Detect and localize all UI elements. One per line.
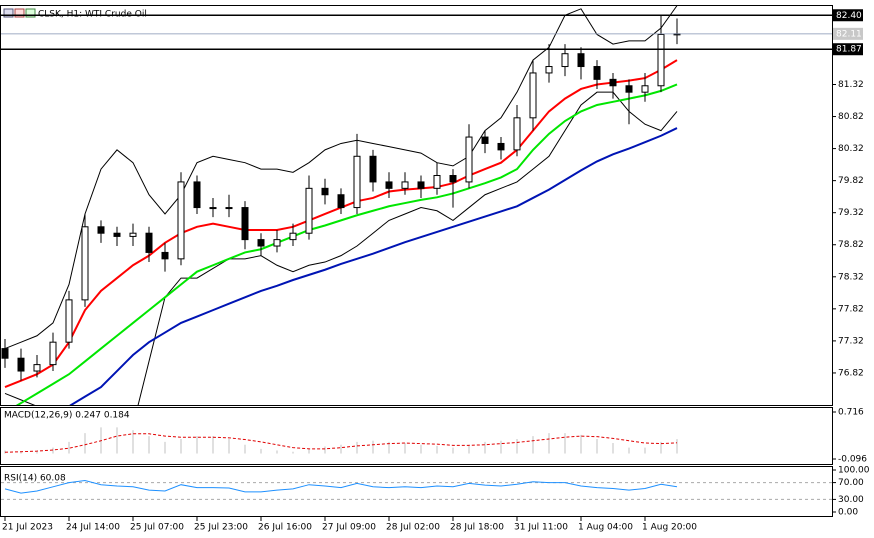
candle-body (641, 85, 649, 93)
candle-body (497, 142, 505, 151)
candle-body (545, 66, 553, 74)
candle-body (289, 232, 297, 241)
candle-body (369, 155, 377, 183)
candle-body (657, 33, 665, 87)
x-tick-label: 1 Aug 20:00 (642, 523, 697, 533)
candle-body (129, 232, 137, 237)
rsi-tick-label: 70.00 (838, 478, 864, 488)
x-tick-label: 31 Jul 11:00 (514, 523, 568, 533)
candle-body (113, 232, 121, 237)
candle-body (321, 187, 329, 196)
candle-body (81, 226, 89, 301)
main-panel (0, 5, 833, 406)
y-tick-label: 78.32 (838, 272, 864, 282)
ma-line (15, 83, 678, 405)
rsi-tick-label: 30.00 (838, 495, 864, 505)
candle-body (241, 207, 249, 241)
x-tick-label: 25 Jul 07:00 (130, 523, 184, 533)
candle-body (65, 299, 73, 343)
candle-body (561, 53, 569, 68)
candle-body (145, 232, 153, 253)
ma-line (69, 127, 678, 405)
level-label-bg (833, 43, 863, 56)
candle-body (1, 348, 9, 359)
y-tick-label: 79.82 (838, 176, 864, 186)
rsi-tick-label: 100.00 (838, 466, 870, 476)
candle-body (49, 341, 57, 366)
y-tick-label: 78.82 (838, 240, 864, 250)
candle-body (273, 239, 281, 247)
level-label: 81.87 (836, 45, 862, 55)
chart-title: CLSK, H1: WTI Crude Oil (38, 10, 147, 20)
x-tick-label: 26 Jul 16:00 (258, 523, 312, 533)
y-tick-label: 80.32 (838, 144, 864, 154)
candle-body (161, 251, 169, 260)
candle-body (465, 136, 473, 183)
price-plot (1, 5, 681, 405)
macd-panel (0, 407, 833, 465)
current-price-label: 82.11 (836, 29, 862, 39)
current-price-bg (833, 27, 863, 40)
candle-body (305, 187, 313, 234)
candle-body (529, 72, 537, 119)
x-tick-label: 21 Jul 2023 (2, 523, 53, 533)
x-tick-label: 28 Jul 18:00 (450, 523, 504, 533)
candle-body (97, 226, 105, 234)
y-tick-label: 79.32 (838, 208, 864, 218)
y-tick-label: 76.82 (838, 368, 864, 378)
candle-body (209, 207, 217, 210)
rsi-tick-label: 0.00 (838, 508, 858, 518)
y-tick-label: 77.82 (838, 304, 864, 314)
candle-body (513, 117, 521, 151)
level-label-bg (833, 9, 863, 22)
candle-body (17, 357, 25, 372)
x-tick-label: 27 Jul 09:00 (322, 523, 376, 533)
candle-body (481, 136, 489, 144)
candle-body (625, 85, 633, 93)
candle-body (225, 207, 233, 210)
candle-body (609, 78, 617, 87)
rsi-line (4, 479, 678, 494)
macd-tick-label: 0.716 (838, 408, 864, 418)
x-tick-label: 28 Jul 02:00 (386, 523, 440, 533)
macd-tick-label: -0.096 (838, 455, 867, 465)
macd-label: MACD(12,26,9) 0.247 0.184 (4, 411, 130, 421)
candle-body (33, 364, 41, 372)
y-tick-label: 80.82 (838, 112, 864, 122)
candle-body (257, 239, 265, 247)
x-tick-label: 1 Aug 04:00 (578, 523, 633, 533)
candle-body (577, 53, 585, 68)
window-icons (3, 8, 36, 18)
candle-body (449, 175, 457, 183)
candle-body (337, 194, 345, 209)
candle-body (417, 181, 425, 189)
candle-body (433, 175, 441, 189)
candle-body (177, 181, 185, 260)
x-tick-label: 25 Jul 23:00 (194, 523, 248, 533)
candle-body (193, 181, 201, 209)
candle-body (401, 181, 409, 189)
x-tick-label: 24 Jul 14:00 (66, 523, 120, 533)
y-tick-label: 81.32 (838, 80, 864, 90)
y-tick-label: 77.32 (838, 336, 864, 346)
band-line (4, 91, 678, 405)
rsi-panel (0, 466, 833, 517)
candle-body (593, 66, 601, 80)
level-label: 82.40 (836, 11, 862, 21)
rsi-label: RSI(14) 60.08 (4, 474, 66, 484)
candle-body (385, 181, 393, 189)
candle-body (353, 155, 361, 209)
